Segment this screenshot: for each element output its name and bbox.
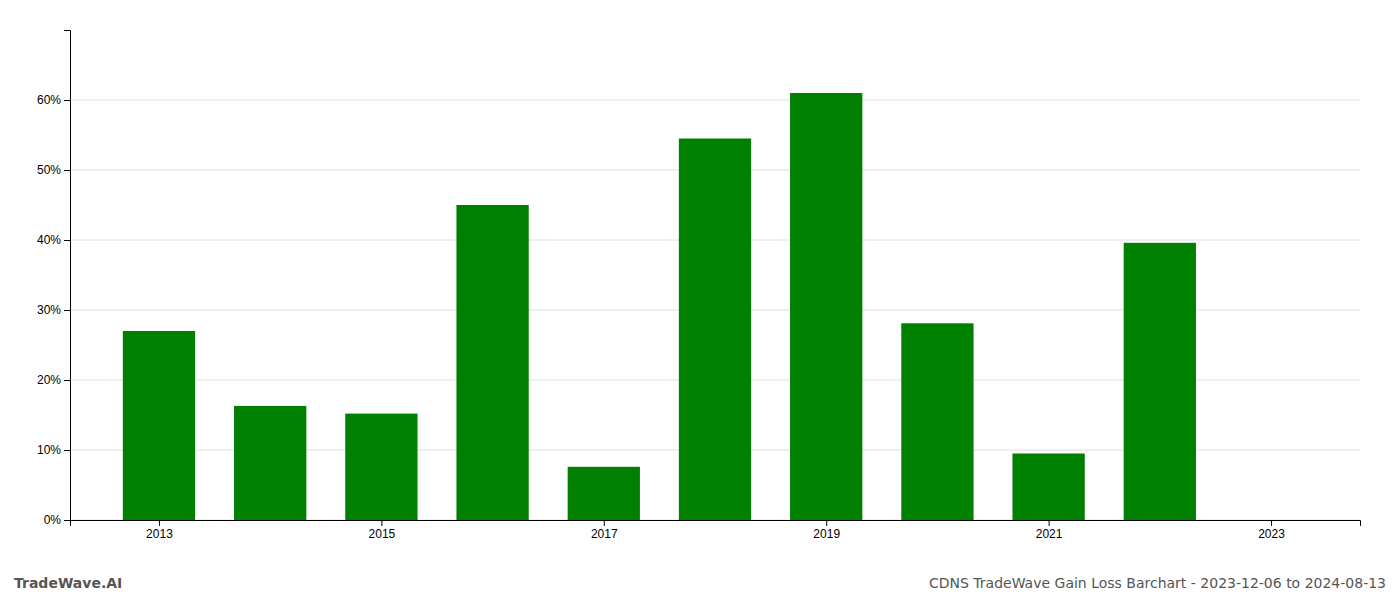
y-tick-label: 20%	[37, 373, 61, 387]
grid-line	[70, 100, 1360, 101]
bar	[123, 331, 195, 520]
y-tick: 30%	[37, 303, 70, 317]
y-tick: 40%	[37, 233, 70, 247]
y-tick-mark	[64, 450, 70, 451]
x-tick-mark	[604, 520, 605, 526]
annotation: CDNS TradeWave Gain Loss Barchart - 2023…	[929, 575, 1386, 591]
x-tick-label: 2023	[1258, 527, 1285, 541]
y-axis-line	[64, 31, 71, 521]
y-tick-mark	[64, 520, 70, 521]
x-tick-label: 2019	[813, 527, 840, 541]
y-tick-label: 40%	[37, 233, 61, 247]
x-tick: 2019	[813, 520, 840, 541]
bar	[456, 205, 528, 520]
x-tick: 2023	[1258, 520, 1285, 541]
annotation: TradeWave.AI	[14, 575, 122, 591]
x-axis: 2013 2015 2017 2019 2021 2023	[71, 520, 1361, 541]
bar	[234, 406, 306, 520]
y-tick-label: 10%	[37, 443, 61, 457]
x-tick: 2015	[369, 520, 396, 541]
y-tick-label: 60%	[37, 93, 61, 107]
y-tick-mark	[64, 310, 70, 311]
bar	[679, 139, 751, 521]
y-tick-mark	[64, 240, 70, 241]
bar	[790, 93, 862, 520]
y-tick-label: 0%	[44, 513, 62, 527]
x-tick-label: 2013	[146, 527, 173, 541]
y-axis: 0% 10% 20% 30% 40% 50% 60%	[37, 31, 71, 528]
y-tick-mark	[64, 100, 70, 101]
x-tick-label: 2021	[1036, 527, 1063, 541]
x-axis-line	[71, 521, 1361, 527]
y-tick: 10%	[37, 443, 70, 457]
y-tick: 20%	[37, 373, 70, 387]
y-tick-mark	[64, 170, 70, 171]
x-tick: 2017	[591, 520, 618, 541]
y-tick-label: 30%	[37, 303, 61, 317]
x-tick-label: 2015	[369, 527, 396, 541]
bars	[123, 93, 1196, 520]
bar	[901, 323, 973, 520]
y-tick-label: 50%	[37, 163, 61, 177]
x-tick: 2013	[146, 520, 173, 541]
grid	[70, 100, 1360, 520]
x-tick-mark	[381, 520, 382, 526]
y-tick: 50%	[37, 163, 70, 177]
y-tick: 0%	[44, 513, 70, 527]
plot: 2013 2015 2017 2019 2021 2023 0% 10% 20% 30% 40% 50…	[37, 31, 1361, 541]
x-tick: 2021	[1036, 520, 1063, 541]
y-tick-mark	[64, 380, 70, 381]
x-tick-mark	[159, 520, 160, 526]
x-tick-mark	[1271, 520, 1272, 526]
bar	[345, 414, 417, 520]
x-tick-mark	[826, 520, 827, 526]
y-tick: 60%	[37, 93, 70, 107]
x-tick-label: 2017	[591, 527, 618, 541]
chart: 2013 2015 2017 2019 2021 2023 0% 10% 20% 30% 40% 50…	[0, 0, 1400, 600]
bar	[1124, 243, 1196, 520]
bar	[1012, 454, 1084, 521]
x-tick-mark	[1049, 520, 1050, 526]
bar	[568, 467, 640, 520]
